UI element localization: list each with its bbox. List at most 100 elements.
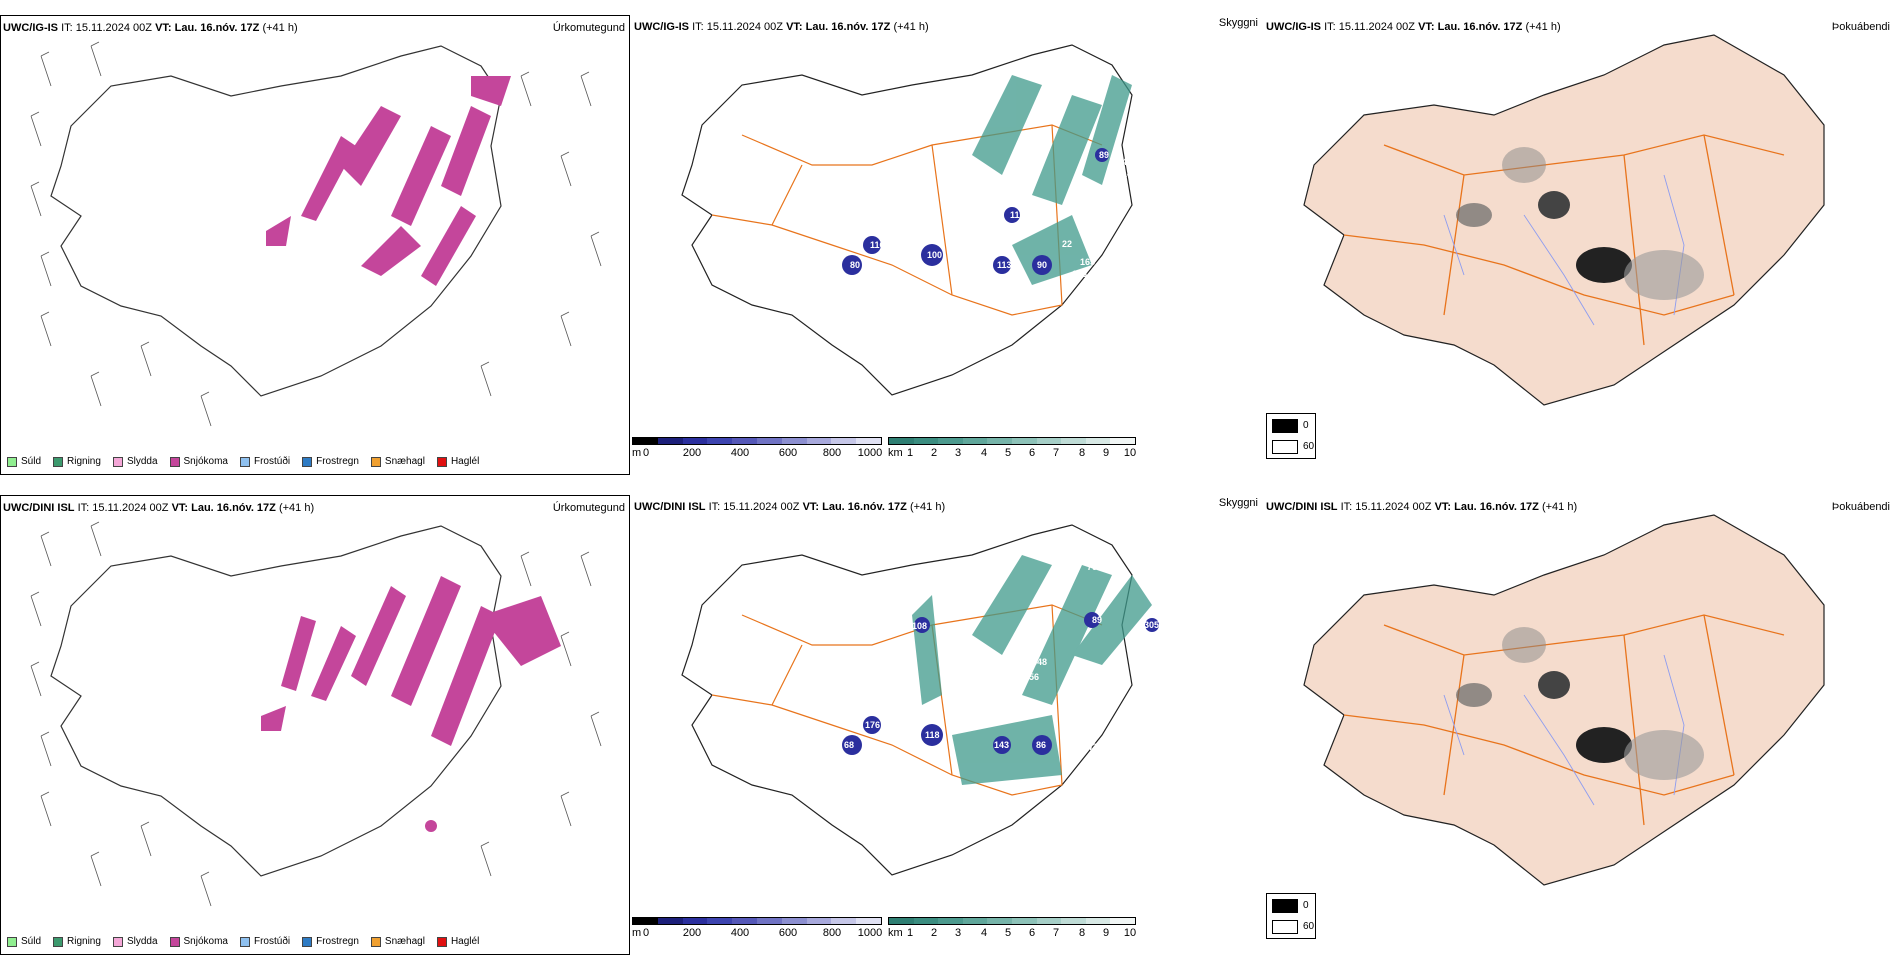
legend-item: Súld xyxy=(7,936,41,947)
panel-fog-dini: UWC/DINI ISL IT: 15.11.2024 00Z VT: Lau.… xyxy=(1264,495,1894,955)
height-colorbar: m 0 200 400 600 800 1000 xyxy=(632,437,882,461)
legend-item: Haglél xyxy=(436,936,479,947)
height-label: 156 xyxy=(1024,672,1039,682)
panel-title: Úrkomutegund xyxy=(552,22,625,34)
height-label: 305 xyxy=(1144,620,1159,630)
legend-item: Snjókoma xyxy=(169,936,228,947)
legend-item: Rigning xyxy=(53,936,101,947)
visibility-map: 376 176 68 118 108 215 848 156 769 89 30… xyxy=(681,524,1159,876)
height-label: 484 xyxy=(1122,157,1137,167)
iceland-outline xyxy=(50,45,502,397)
height-patches xyxy=(842,148,1109,275)
height-label: 267 xyxy=(870,222,885,232)
height-patches xyxy=(842,612,1159,755)
height-label: 113 xyxy=(997,260,1012,270)
height-label: 203 xyxy=(962,192,977,202)
legend-item: Frostregn xyxy=(302,456,359,467)
precip-type-map xyxy=(30,41,602,427)
panel-header: UWC/DINI ISL IT: 15.11.2024 00Z VT: Lau.… xyxy=(1266,501,1578,513)
panel-precip-type-ig-is: UWC/IG-IS IT: 15.11.2024 00Z VT: Lau. 16… xyxy=(0,15,630,475)
panel-title: Þokuábendi xyxy=(1831,21,1890,33)
fog-areas xyxy=(1456,147,1704,300)
panel-header: UWC/DINI ISL IT: 15.11.2024 00Z VT: Lau.… xyxy=(3,502,315,514)
height-label: 142 xyxy=(1082,742,1097,752)
height-label: 109 xyxy=(952,147,967,157)
height-label: 21 xyxy=(832,747,842,757)
height-label: 165 xyxy=(1080,257,1095,267)
legend-item: Frostúði xyxy=(239,936,290,947)
height-label: 108 xyxy=(912,621,927,631)
height-label: 32 xyxy=(1020,697,1030,707)
height-label: 769 xyxy=(1087,562,1102,572)
height-label: 68 xyxy=(844,740,854,750)
panel-header: UWC/IG-IS IT: 15.11.2024 00Z VT: Lau. 16… xyxy=(3,22,298,34)
fog-key: 0 60 xyxy=(1266,413,1316,459)
visibility-unit: km xyxy=(888,927,903,939)
panel-visibility-dini: UWC/DINI ISL IT: 15.11.2024 00Z VT: Lau.… xyxy=(632,495,1316,955)
legend-item: Rigning xyxy=(53,456,101,467)
panel-header: UWC/IG-IS IT: 15.11.2024 00Z VT: Lau. 16… xyxy=(1266,21,1561,33)
height-label: 22 xyxy=(1062,239,1072,249)
legend-item: Slydda xyxy=(112,456,158,467)
legend-item: Frostúði xyxy=(239,456,290,467)
height-label: 140 xyxy=(1122,169,1137,179)
height-label: 100 xyxy=(927,250,942,260)
fog-indicator-map xyxy=(1303,34,1825,406)
snow-areas xyxy=(266,76,511,286)
panel-precip-type-dini: UWC/DINI ISL IT: 15.11.2024 00Z VT: Lau.… xyxy=(0,495,630,955)
height-label: 86 xyxy=(1036,740,1046,750)
visibility-colorbar: km 1 2 3 4 5 6 7 8 9 10 xyxy=(888,437,1136,461)
fog-indicator-map xyxy=(1303,514,1825,886)
height-label: 118 xyxy=(925,730,940,740)
height-label: 116 xyxy=(870,240,885,250)
height-label: 80 xyxy=(850,260,860,270)
legend-item: Súld xyxy=(7,456,41,467)
height-label: 409 xyxy=(1012,172,1027,182)
height-label: 89 xyxy=(1099,150,1109,160)
height-label: 848 xyxy=(1032,657,1047,667)
low-visibility-areas xyxy=(972,75,1132,285)
legend-item: Slydda xyxy=(112,936,158,947)
panel-visibility-ig-is: UWC/IG-IS IT: 15.11.2024 00Z VT: Lau. 16… xyxy=(632,15,1316,475)
wind-barbs xyxy=(30,41,602,427)
fog-areas xyxy=(1456,627,1704,780)
fog-key: 0 60 xyxy=(1266,893,1316,939)
panel-title: Úrkomutegund xyxy=(552,502,625,514)
visibility-unit: km xyxy=(888,447,903,459)
height-labels: 80 116 267 100 109 203 409 119 113 90 22… xyxy=(850,147,1137,279)
height-label: 117 xyxy=(957,659,972,669)
legend-item: Snæhagl xyxy=(370,936,425,947)
precip-type-map xyxy=(30,521,602,907)
visibility-map: 80 116 267 100 109 203 409 119 113 90 22… xyxy=(681,44,1137,396)
precip-legend: Súld Rigning Slydda Snjókoma Frostúði Fr… xyxy=(7,456,485,467)
precip-legend: Súld Rigning Slydda Snjókoma Frostúði Fr… xyxy=(7,936,485,947)
legend-item: Snjókoma xyxy=(169,456,228,467)
iceland-outline xyxy=(1303,34,1825,406)
panel-title: Skyggni xyxy=(1218,17,1258,29)
height-labels: 376 176 68 118 108 215 848 156 769 89 30… xyxy=(832,562,1159,757)
height-label: 56 xyxy=(1077,712,1087,722)
height-unit: m xyxy=(632,927,642,939)
panel-header: UWC/IG-IS IT: 15.11.2024 00Z VT: Lau. 16… xyxy=(634,21,929,33)
height-label: 89 xyxy=(1092,615,1102,625)
visibility-colorbar: km 1 2 3 4 5 6 7 8 9 10 xyxy=(888,917,1136,941)
height-label: 176 xyxy=(1072,269,1087,279)
legend-item: Haglél xyxy=(436,456,479,467)
height-label: 215 xyxy=(1022,632,1037,642)
panel-header: UWC/DINI ISL IT: 15.11.2024 00Z VT: Lau.… xyxy=(634,501,946,513)
snow-areas xyxy=(261,576,561,832)
iceland-outline xyxy=(681,524,1133,876)
iceland-outline xyxy=(1303,514,1825,886)
legend-item: Snæhagl xyxy=(370,456,425,467)
height-label: 176 xyxy=(865,720,880,730)
wind-barbs xyxy=(30,521,602,907)
height-colorbar: m 0 200 400 600 800 1000 xyxy=(632,917,882,941)
panel-title: Þokuábendi xyxy=(1831,501,1890,513)
panel-title: Skyggni xyxy=(1218,497,1258,509)
height-label: 376 xyxy=(865,702,880,712)
height-label: 119 xyxy=(1010,210,1025,220)
panel-fog-ig-is: UWC/IG-IS IT: 15.11.2024 00Z VT: Lau. 16… xyxy=(1264,15,1894,475)
height-label: 143 xyxy=(994,740,1009,750)
height-unit: m xyxy=(632,447,642,459)
height-label: 90 xyxy=(1037,260,1047,270)
